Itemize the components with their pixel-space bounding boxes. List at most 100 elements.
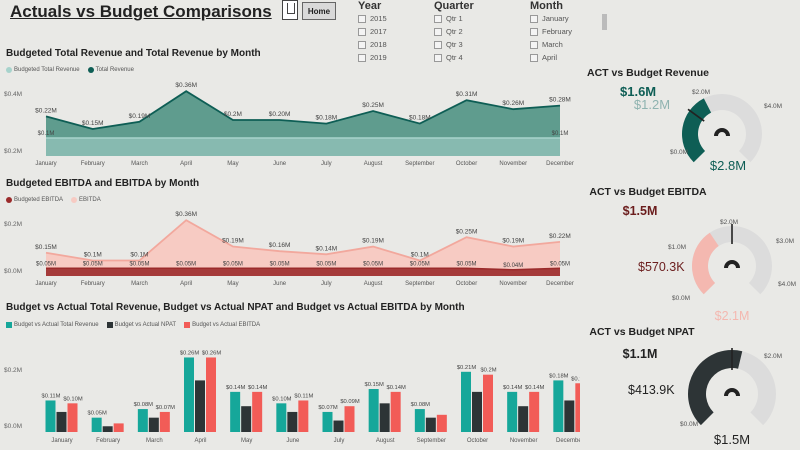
quarter-option[interactable]: Qtr 2 xyxy=(434,25,474,38)
bar-data-label: $0.14M xyxy=(248,385,268,391)
bar xyxy=(91,417,102,432)
x-tick-label: September xyxy=(417,438,446,444)
checkbox[interactable] xyxy=(530,14,538,23)
quarter-option[interactable]: Qtr 4 xyxy=(434,51,474,64)
x-tick-label: August xyxy=(364,281,383,287)
bar xyxy=(575,383,580,432)
quarter-option[interactable]: Qtr 3 xyxy=(434,38,474,51)
month-option[interactable]: April xyxy=(530,51,572,64)
year-slicer: Year 2015 2017 2018 2019 xyxy=(358,0,387,64)
data-label: $0.14M xyxy=(316,245,338,252)
checkbox[interactable] xyxy=(434,40,442,49)
bar-data-label: $0.07M xyxy=(156,405,176,411)
year-option[interactable]: 2017 xyxy=(358,25,387,38)
checkbox[interactable] xyxy=(530,27,538,36)
legend-item[interactable]: Budgeted EBITDA xyxy=(6,197,63,203)
legend-item[interactable]: Budget vs Actual NPAT xyxy=(106,322,176,328)
y-tick-label: $0.2M xyxy=(4,221,22,228)
data-label: $0.15M xyxy=(35,244,57,251)
checkbox[interactable] xyxy=(530,53,538,62)
data-label: $0.15M xyxy=(82,120,104,127)
quarter-option[interactable]: Qtr 1 xyxy=(434,12,474,25)
x-tick-label: May xyxy=(227,161,238,167)
bar xyxy=(472,391,482,432)
bar-data-label: $0.14M xyxy=(386,385,406,391)
year-option[interactable]: 2019 xyxy=(358,51,387,64)
checkbox[interactable] xyxy=(434,53,442,62)
x-tick-label: January xyxy=(51,438,72,444)
gauge-bottom-label: $2.8M xyxy=(710,158,746,173)
checkbox[interactable] xyxy=(358,14,366,23)
year-option[interactable]: 2018 xyxy=(358,38,387,51)
gauge-revenue[interactable]: $1.6M$1.2M $2.0M $4.0M $0.0M $2.8M xyxy=(592,78,800,178)
gauge-max-label: $4.0M xyxy=(764,103,782,110)
bar xyxy=(56,411,67,432)
checkbox[interactable] xyxy=(358,40,366,49)
bar xyxy=(507,391,518,432)
gauge-bottom-label: $1.5M xyxy=(714,432,750,447)
budget-area xyxy=(46,138,560,156)
bar xyxy=(529,391,540,432)
budget-data-label: $0.05M xyxy=(129,261,149,267)
x-tick-label: July xyxy=(321,161,332,167)
x-tick-label: April xyxy=(180,161,192,167)
x-tick-label: July xyxy=(321,281,332,287)
x-tick-label: November xyxy=(499,161,527,167)
checkbox[interactable] xyxy=(530,40,538,49)
bar xyxy=(206,357,216,432)
gauge-max-label: $2.0M xyxy=(764,353,782,360)
x-tick-label: February xyxy=(81,161,105,167)
data-label: $0.19M xyxy=(362,238,384,245)
data-label: $0.18M xyxy=(409,115,431,122)
bar xyxy=(45,400,56,432)
budget-data-label: $0.05M xyxy=(410,261,430,267)
ebitda-area-chart[interactable]: $0.2M $0.0M $0.15M $0.1M $0.1M $0.36M $0.19M $0… xyxy=(0,206,580,294)
bar-chart[interactable]: $0.2M$0.0M$0.11M $0.10MJanuary$0.05MFebru… xyxy=(0,332,580,448)
x-tick-label: October xyxy=(456,281,477,287)
x-tick-label: May xyxy=(241,438,252,444)
series-line xyxy=(45,219,561,262)
bar xyxy=(276,403,287,432)
gauge-value: $1.6M xyxy=(620,84,656,99)
revenue-area-chart[interactable]: $0.4M $0.2M $0.22M $0.15M $0.19M $0.36M $0.2M $… xyxy=(0,76,580,168)
legend-item[interactable]: Budget vs Actual EBITDA xyxy=(184,322,260,328)
year-option[interactable]: 2015 xyxy=(358,12,387,25)
bar-data-label: $0.11M xyxy=(42,393,61,399)
gauge-left-label: $1.0M xyxy=(668,244,686,251)
budget-data-label: $0.05M xyxy=(176,261,196,267)
bar-data-label: $0.2M xyxy=(480,368,496,374)
y-tick-label: $0.2M xyxy=(4,148,22,155)
budget-data-label: $0.1M xyxy=(38,131,55,137)
month-slicer-title: Month xyxy=(530,0,563,12)
gauge-mid-label: $2.0M xyxy=(720,219,738,226)
checkbox[interactable] xyxy=(358,53,366,62)
x-tick-label: November xyxy=(510,438,538,444)
gauge-npat[interactable]: $1.1M $413.9K $2.0M $0.0M $1.5M xyxy=(592,338,800,450)
revenue-chart-title: Budgeted Total Revenue and Total Revenue… xyxy=(6,48,261,59)
month-option[interactable]: March xyxy=(530,38,572,51)
bar xyxy=(298,400,309,432)
x-tick-label: October xyxy=(467,438,488,444)
data-label: $0.28M xyxy=(549,97,571,104)
bar-chart-legend: Budget vs Actual Total Revenue Budget vs… xyxy=(6,322,260,328)
x-tick-label: May xyxy=(227,281,238,287)
month-slicer-scrollbar[interactable] xyxy=(602,14,607,30)
gauge-ebitda[interactable]: $1.5M $570.3K $2.0M $1.0M $3.0M $0.0M $4.0M $2.… xyxy=(592,198,800,326)
home-button[interactable]: Home xyxy=(302,2,336,20)
bar-data-label: $0.08M xyxy=(411,402,431,408)
legend-item[interactable]: EBITDA xyxy=(71,197,101,203)
gauge-right-label: $3.0M xyxy=(776,238,794,245)
month-option[interactable]: January xyxy=(530,12,572,25)
checkbox[interactable] xyxy=(358,27,366,36)
x-tick-label: December xyxy=(546,281,574,287)
legend-item[interactable]: Budget vs Actual Total Revenue xyxy=(6,322,99,328)
legend-item[interactable]: Total Revenue xyxy=(87,67,134,73)
bar xyxy=(113,423,124,432)
x-tick-label: February xyxy=(81,281,105,287)
checkbox[interactable] xyxy=(434,14,442,23)
checkbox[interactable] xyxy=(434,27,442,36)
bookmark-icon[interactable] xyxy=(282,0,298,20)
legend-item[interactable]: Budgeted Total Revenue xyxy=(6,67,80,73)
y-tick-label: $0.0M xyxy=(4,268,22,275)
month-option[interactable]: February xyxy=(530,25,572,38)
